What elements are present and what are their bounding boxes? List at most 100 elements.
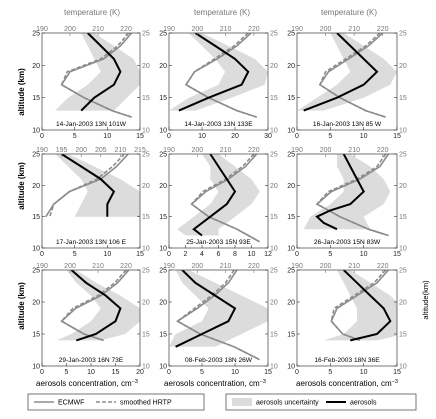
x-tick-label: 0 <box>167 251 171 258</box>
t-tick-label: 210 <box>348 26 360 33</box>
x-tick-label: 4 <box>200 251 204 258</box>
t-tick-label: 220 <box>120 263 132 270</box>
x-tick-label: 15 <box>136 133 144 140</box>
y-tick-label-left: 25 <box>32 31 40 38</box>
hrtp-temperature-line <box>60 33 132 118</box>
hrtp-temperature-line <box>49 154 125 217</box>
x-tick-label: 5 <box>73 251 77 258</box>
y-tick-label-left: 20 <box>287 63 295 70</box>
y-tick-label-left: 25 <box>159 31 167 38</box>
x-tick-label: 10 <box>103 133 111 140</box>
top-axis-label-3: temperature (K) <box>321 8 377 17</box>
aerosols-uncertainty-band <box>169 33 268 111</box>
x-tick-label: 10 <box>248 251 256 258</box>
t-tick-label: 190 <box>291 147 303 154</box>
panel-frame <box>296 269 398 367</box>
bottom-axis-label-3: aerosols concentration, cm−3 <box>296 379 398 388</box>
panel-frame <box>168 32 269 131</box>
t-tick-label: 190 <box>163 263 175 270</box>
y-tick-label-left: 25 <box>159 152 167 159</box>
y-tick-label-right: 15 <box>142 95 150 102</box>
y-tick-label-right: 20 <box>142 300 150 307</box>
panel-plot-area <box>177 154 260 243</box>
t-tick-label: 210 <box>348 147 360 154</box>
y-tick-label-right: 20 <box>142 183 150 190</box>
y-tick-label-left: 15 <box>159 214 167 221</box>
x-tick-label: 15 <box>112 369 120 376</box>
y-tick-label-right: 15 <box>142 332 150 339</box>
t-tick-label: 200 <box>320 147 332 154</box>
x-tick-label: 5 <box>328 133 332 140</box>
y-tick-label-left: 10 <box>287 246 295 253</box>
bottom-axis-label-1: aerosols concentration, cm−3 <box>36 379 138 388</box>
t-tick-label: 220 <box>120 26 132 33</box>
y-tick-label-right: 15 <box>399 214 407 221</box>
y-tick-label-left: 15 <box>287 214 295 221</box>
y-tick-label-left: 10 <box>159 128 167 135</box>
x-tick-label: 0 <box>167 369 171 376</box>
y-tick-label-left: 15 <box>287 95 295 102</box>
y-tick-label-right: 10 <box>270 246 278 253</box>
x-tick-label: 8 <box>233 251 237 258</box>
aerosols-line <box>175 270 237 348</box>
x-tick-label: 0 <box>40 251 44 258</box>
aerosols-line <box>178 33 250 112</box>
x-tick-label: 10 <box>360 369 368 376</box>
t-tick-label: 220 <box>248 263 260 270</box>
y-tick-label-right: 20 <box>270 63 278 70</box>
y-tick-label-right: 15 <box>399 95 407 102</box>
legend-uncertainty-label: aerosols uncertainty <box>256 400 319 407</box>
y-tick-label-right: 20 <box>399 300 407 307</box>
t-tick-label: 195 <box>56 147 68 154</box>
y-tick-label-left: 20 <box>32 300 40 307</box>
hrtp-temperature-line <box>176 270 260 361</box>
y-tick-label-right: 20 <box>270 183 278 190</box>
t-tick-label: 190 <box>36 263 48 270</box>
y-tick-label-right: 10 <box>399 364 407 371</box>
t-tick-label: 190 <box>36 26 48 33</box>
y-tick-label-right: 10 <box>142 128 150 135</box>
x-tick-label: 15 <box>393 133 401 140</box>
y-tick-label-right: 15 <box>270 214 278 221</box>
bottom-axis-label-exponent: −3 <box>392 379 398 385</box>
y-tick-label-right: 10 <box>142 246 150 253</box>
panel-plot-area <box>169 33 268 118</box>
y-tick-label-right: 10 <box>270 364 278 371</box>
t-tick-label: 210 <box>92 263 104 270</box>
t-tick-label: 210 <box>115 147 127 154</box>
top-axis-label-2: temperature (K) <box>194 8 250 17</box>
y-tick-label-left: 20 <box>159 183 167 190</box>
aerosols-uncertainty-band <box>297 33 397 111</box>
aerosols-uncertainty-band <box>55 33 140 111</box>
x-tick-label: 10 <box>360 133 368 140</box>
y-tick-label-left: 20 <box>287 300 295 307</box>
t-tick-label: 200 <box>64 26 76 33</box>
panel-annotation: 16-Feb-2003 18N 36E <box>314 357 380 364</box>
y-tick-label-left: 10 <box>287 364 295 371</box>
y-tick-label-right: 15 <box>270 95 278 102</box>
panel-plot-area <box>56 270 140 342</box>
hrtp-temperature-line <box>190 154 260 243</box>
y-tick-label-right: 25 <box>142 152 150 159</box>
y-tick-label-left: 15 <box>159 332 167 339</box>
t-tick-label: 210 <box>220 147 232 154</box>
y-tick-label-left: 25 <box>287 268 295 275</box>
y-tick-label-right: 20 <box>399 63 407 70</box>
y-tick-label-right: 25 <box>270 31 278 38</box>
y-tick-label-right: 15 <box>399 332 407 339</box>
panel-frame <box>41 153 141 249</box>
y-tick-label-right: 25 <box>399 31 407 38</box>
x-tick-label: 0 <box>295 369 299 376</box>
aerosols-uncertainty-band <box>55 154 140 217</box>
t-tick-label: 220 <box>248 147 260 154</box>
t-tick-label: 190 <box>291 26 303 33</box>
panel-annotation: 14-Jan-2003 13N 133E <box>184 121 253 128</box>
top-axis-label-1: temperature (K) <box>64 8 120 17</box>
y-tick-label-left: 25 <box>287 31 295 38</box>
panel-frame <box>168 269 269 367</box>
